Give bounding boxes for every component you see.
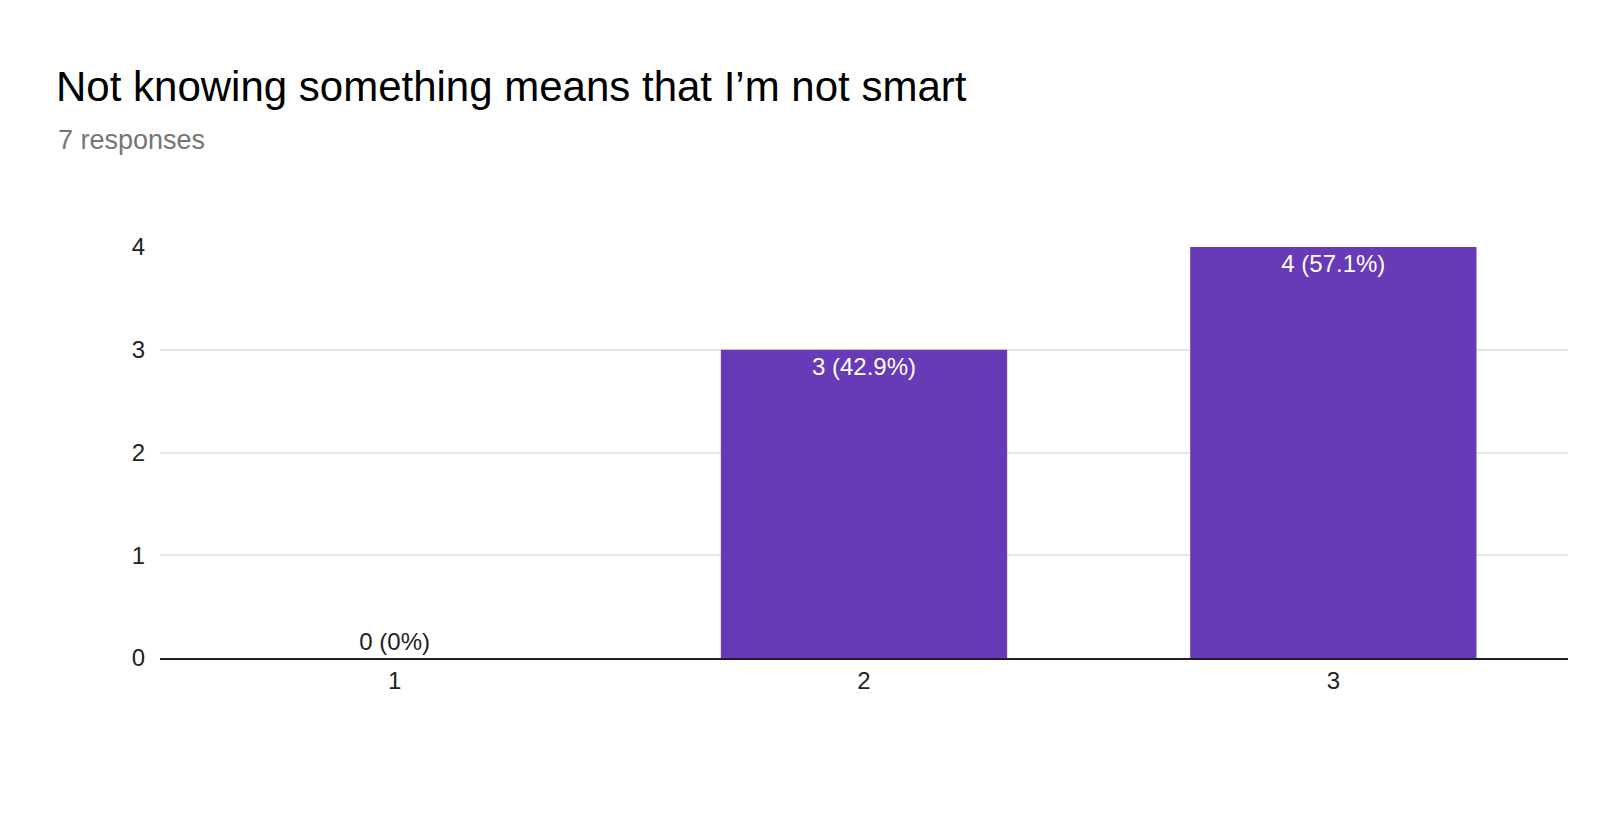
svg-text:1: 1 bbox=[388, 667, 401, 694]
svg-text:4 (57.1%): 4 (57.1%) bbox=[1281, 250, 1385, 277]
svg-text:4: 4 bbox=[132, 233, 145, 260]
svg-text:1: 1 bbox=[132, 542, 145, 569]
svg-text:3 (42.9%): 3 (42.9%) bbox=[812, 353, 916, 380]
svg-text:Not knowing something means th: Not knowing something means that I’m not… bbox=[56, 63, 967, 110]
svg-text:0 (0%): 0 (0%) bbox=[359, 628, 430, 655]
svg-text:0: 0 bbox=[132, 644, 145, 671]
svg-text:3: 3 bbox=[1327, 667, 1340, 694]
svg-text:7 responses: 7 responses bbox=[58, 125, 205, 155]
svg-text:3: 3 bbox=[132, 336, 145, 363]
svg-text:2: 2 bbox=[132, 439, 145, 466]
svg-text:2: 2 bbox=[857, 667, 870, 694]
